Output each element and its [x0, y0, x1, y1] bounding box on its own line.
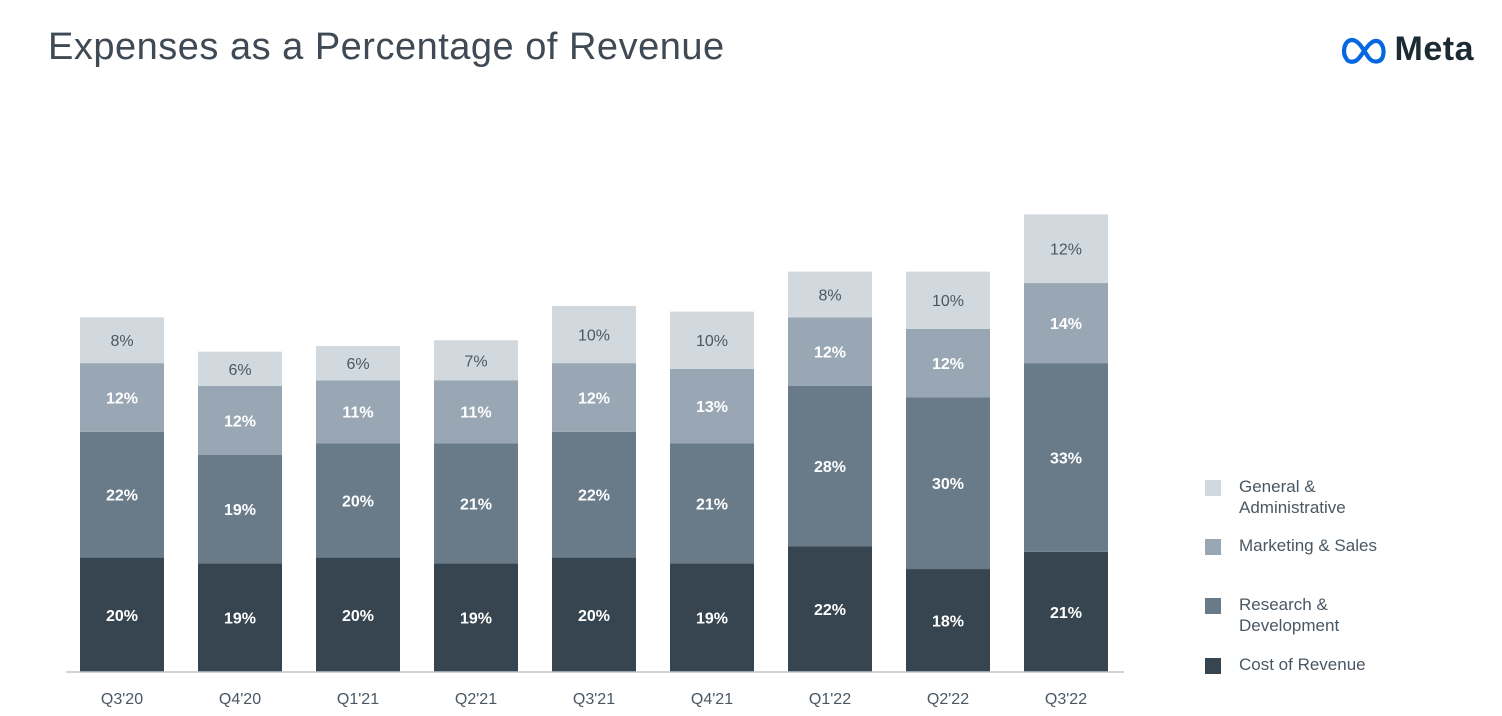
data-label: 6%	[228, 362, 251, 379]
legend-label: General & Administrative	[1239, 477, 1346, 517]
bar-segment-cost-of-revenue	[670, 563, 754, 672]
data-label: 22%	[814, 602, 846, 619]
bar-segment-marketing-sales	[552, 363, 636, 432]
data-label: 21%	[696, 496, 728, 513]
data-label: 33%	[1050, 451, 1082, 468]
data-label: 19%	[696, 611, 728, 628]
page-title: Expenses as a Percentage of Revenue	[48, 26, 725, 68]
bar-segment-cost-of-revenue	[906, 569, 990, 672]
data-label: 19%	[224, 611, 256, 628]
legend-swatch	[1205, 480, 1221, 496]
data-label: 12%	[578, 390, 610, 407]
data-label: 28%	[814, 459, 846, 476]
bar-segment-marketing-sales	[198, 386, 282, 455]
data-label: 19%	[224, 502, 256, 519]
x-tick-label: Q4'21	[691, 691, 733, 708]
x-tick-label: Q2'21	[455, 691, 497, 708]
bar-segment-research-development	[552, 431, 636, 558]
legend-item-research-development: Research & Development	[1205, 594, 1409, 636]
legend-swatch	[1205, 539, 1221, 555]
data-label: 20%	[106, 608, 138, 625]
legend-label: Cost of Revenue	[1239, 655, 1366, 674]
data-label: 20%	[578, 608, 610, 625]
bar-segment-general-administrative	[434, 340, 518, 381]
bar-segment-research-development	[906, 397, 990, 570]
bar-segment-research-development	[316, 443, 400, 558]
data-label: 12%	[224, 413, 256, 430]
bar-segment-general-administrative	[788, 271, 872, 318]
bar-segment-general-administrative	[316, 345, 400, 381]
bar-segment-research-development	[670, 443, 754, 564]
data-label: 20%	[342, 493, 374, 510]
bar-segment-cost-of-revenue	[788, 546, 872, 672]
data-label: 12%	[1050, 242, 1082, 259]
data-label: 7%	[464, 353, 487, 370]
bar-segment-cost-of-revenue	[1024, 551, 1108, 672]
bar-segment-general-administrative	[80, 317, 164, 364]
data-label: 19%	[460, 611, 492, 628]
bar-segment-research-development	[198, 454, 282, 564]
data-label: 10%	[696, 333, 728, 350]
x-tick-label: Q4'20	[219, 691, 261, 708]
bar-segment-marketing-sales	[434, 380, 518, 444]
data-label: 12%	[106, 390, 138, 407]
data-label: 21%	[460, 496, 492, 513]
data-label: 13%	[696, 399, 728, 416]
x-tick-label: Q3'20	[101, 691, 143, 708]
data-label: 11%	[342, 405, 373, 422]
bar-segment-research-development	[788, 386, 872, 547]
bar-segment-marketing-sales	[788, 317, 872, 386]
data-label: 8%	[110, 333, 133, 350]
bar-segment-marketing-sales	[1024, 283, 1108, 364]
bar-segment-cost-of-revenue	[434, 563, 518, 672]
data-label: 12%	[932, 356, 964, 373]
legend-swatch	[1205, 658, 1221, 674]
data-label: 14%	[1050, 316, 1082, 333]
data-label: 18%	[932, 614, 964, 631]
legend-item-cost-of-revenue: Cost of Revenue	[1205, 654, 1409, 675]
bar-segment-marketing-sales	[670, 368, 754, 444]
x-tick-label: Q1'21	[337, 691, 379, 708]
data-label: 8%	[818, 287, 841, 304]
legend-swatch	[1205, 598, 1221, 614]
data-label: 20%	[342, 608, 374, 625]
legend-item-marketing-sales: Marketing & Sales	[1205, 535, 1409, 556]
bar-segment-research-development	[80, 431, 164, 558]
bar-segment-research-development	[1024, 363, 1108, 552]
data-label: 22%	[106, 488, 138, 505]
bar-segment-cost-of-revenue	[80, 557, 164, 672]
data-label: 10%	[578, 328, 610, 345]
bar-segment-general-administrative	[906, 271, 990, 329]
data-label: 22%	[578, 488, 610, 505]
bar-segment-cost-of-revenue	[198, 563, 282, 672]
data-label: 6%	[346, 356, 369, 373]
x-tick-label: Q3'22	[1045, 691, 1087, 708]
bar-segment-general-administrative	[670, 311, 754, 369]
data-label: 12%	[814, 345, 846, 362]
legend-item-general-administrative: General & Administrative	[1205, 476, 1409, 518]
bar-segment-cost-of-revenue	[316, 557, 400, 672]
data-label: 21%	[1050, 605, 1082, 622]
data-label: 30%	[932, 476, 964, 493]
bar-segment-marketing-sales	[906, 328, 990, 398]
bar-segment-research-development	[434, 443, 518, 564]
legend-label: Research & Development	[1239, 595, 1340, 635]
data-label: 11%	[460, 405, 491, 422]
bar-segment-marketing-sales	[316, 380, 400, 444]
x-tick-label: Q1'22	[809, 691, 851, 708]
bar-segment-cost-of-revenue	[552, 557, 636, 672]
bar-segment-general-administrative	[552, 305, 636, 364]
x-tick-label: Q2'22	[927, 691, 969, 708]
meta-infinity-icon	[1341, 37, 1386, 64]
legend-label: Marketing & Sales	[1239, 536, 1377, 555]
bar-segment-marketing-sales	[80, 363, 164, 432]
x-tick-label: Q3'21	[573, 691, 615, 708]
bar-segment-general-administrative	[198, 351, 282, 386]
logo-text: Meta	[1394, 30, 1474, 68]
meta-logo: Meta	[1341, 30, 1474, 69]
bar-segment-general-administrative	[1024, 214, 1108, 284]
data-label: 10%	[932, 293, 964, 310]
